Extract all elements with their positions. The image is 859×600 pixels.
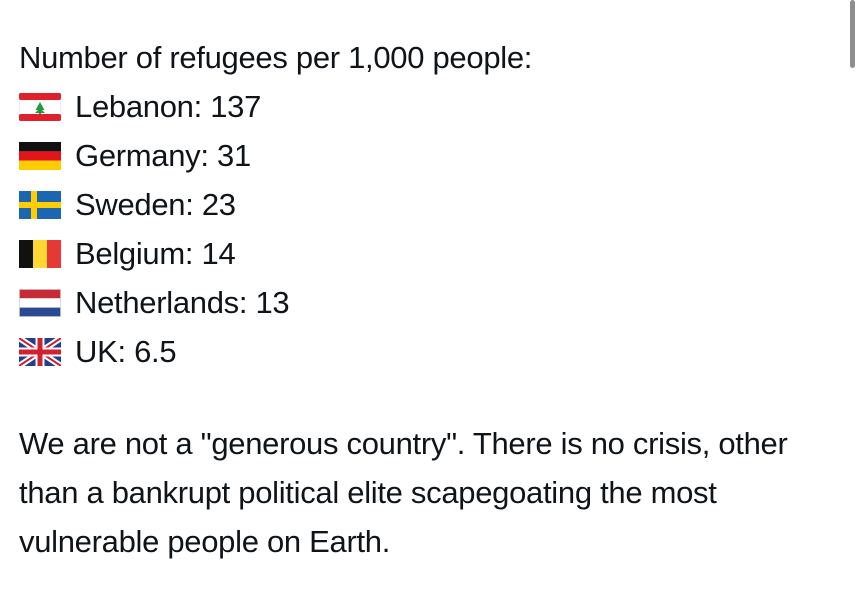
paragraph-gap xyxy=(19,376,839,419)
lebanon-flag-icon xyxy=(19,92,61,121)
stat-label: Belgium: 14 xyxy=(75,235,236,271)
refugee-stats-heading: Number of refugees per 1,000 people: xyxy=(19,40,533,75)
stat-label: UK: 6.5 xyxy=(75,333,177,369)
stat-label: Lebanon: 137 xyxy=(75,88,262,124)
stat-row-sweden: Sweden: 23 xyxy=(19,180,839,229)
netherlands-flag-icon xyxy=(19,288,61,317)
tweet-text: Number of refugees per 1,000 people: Leb… xyxy=(19,34,839,566)
stat-row-belgium: Belgium: 14 xyxy=(19,229,839,278)
stat-row-germany: Germany: 31 xyxy=(19,131,839,180)
scrollbar-thumb[interactable] xyxy=(850,0,855,68)
uk-flag-icon xyxy=(19,337,61,366)
sweden-flag-icon xyxy=(19,190,61,219)
stat-label: Germany: 31 xyxy=(75,137,251,173)
stat-row-uk: UK: 6.5 xyxy=(19,327,839,376)
belgium-flag-icon xyxy=(19,239,61,268)
stat-label: Sweden: 23 xyxy=(75,186,236,222)
stat-label: Netherlands: 13 xyxy=(75,284,290,320)
tweet-body-paragraph: We are not a "generous country". There i… xyxy=(19,426,788,559)
germany-flag-icon xyxy=(19,141,61,170)
stat-row-netherlands: Netherlands: 13 xyxy=(19,278,839,327)
stat-row-lebanon: Lebanon: 137 xyxy=(19,82,839,131)
